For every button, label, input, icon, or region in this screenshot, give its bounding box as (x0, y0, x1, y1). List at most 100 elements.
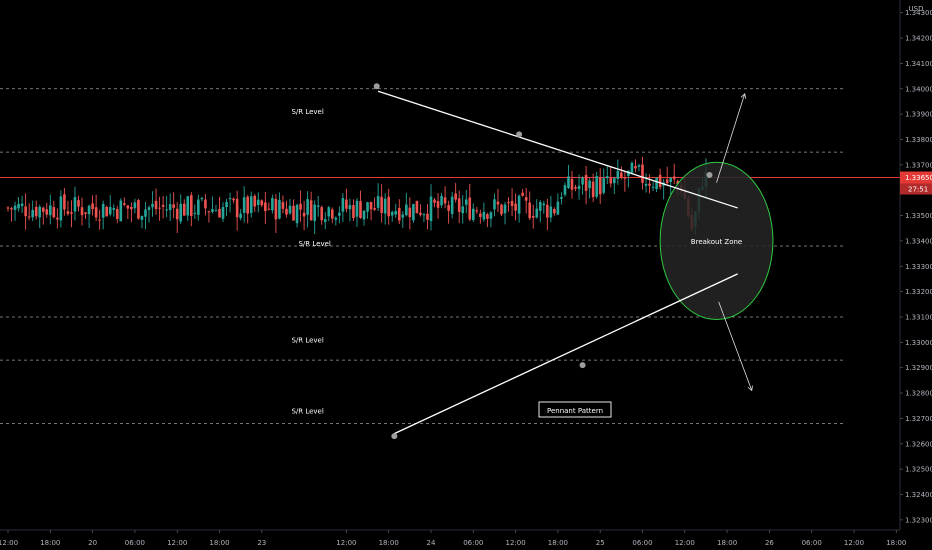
candle-up (313, 204, 316, 221)
candle-down (115, 209, 119, 219)
candle-down (510, 200, 514, 207)
candle-down (24, 206, 27, 217)
candle-down (676, 181, 680, 184)
price-tick-label: 1.33200 (905, 288, 932, 296)
candle-up (119, 200, 123, 222)
candle-down (648, 183, 651, 186)
candle-up (412, 204, 415, 221)
candle-down (507, 202, 510, 204)
candle-up (450, 196, 454, 214)
candle-down (253, 195, 257, 207)
candle-down (218, 208, 221, 218)
candle-up (327, 207, 331, 217)
candle-down (235, 198, 239, 218)
candle-down (436, 201, 440, 208)
candle-up (429, 196, 433, 222)
candle-down (521, 192, 524, 196)
candle-down (419, 212, 422, 215)
candle-down (443, 197, 447, 204)
candle-down (623, 177, 627, 179)
candle-down (584, 174, 588, 191)
candle-down (634, 165, 637, 169)
candle-down (158, 207, 161, 209)
time-tick-label: 18:00 (717, 539, 737, 547)
candle-up (225, 202, 228, 208)
candle-down (105, 206, 108, 217)
price-tick-label: 1.33100 (905, 313, 932, 321)
arrowhead-icon (747, 385, 753, 392)
candle-down (598, 177, 602, 195)
candle-up (549, 206, 553, 218)
candle-up (87, 205, 91, 215)
candle-down (123, 203, 126, 205)
candle-down (98, 219, 101, 221)
price-scale-bg (900, 0, 932, 550)
candle-down (658, 174, 662, 188)
pivot-marker (373, 83, 380, 90)
candle-up (390, 211, 394, 216)
candle-down (369, 201, 373, 210)
time-tick-label: 12:00 (0, 539, 18, 547)
time-tick-label: 18:00 (548, 539, 568, 547)
time-tick-label: 18:00 (209, 539, 229, 547)
candle-up (179, 203, 183, 222)
candle-down (41, 207, 45, 212)
time-tick-label: 06:00 (632, 539, 652, 547)
candle-up (323, 219, 327, 222)
candle-up (13, 205, 17, 210)
candle-down (672, 176, 676, 180)
candle-down (591, 181, 595, 198)
time-tick-label: 20 (88, 539, 97, 547)
candle-down (359, 201, 362, 219)
candle-down (80, 207, 84, 216)
candle-up (20, 203, 24, 207)
candle-up (239, 213, 242, 219)
candle-down (172, 204, 175, 208)
candle-up (214, 210, 218, 212)
candle-up (605, 176, 609, 179)
candle-down (161, 204, 165, 207)
price-tick-label: 1.34300 (905, 9, 932, 17)
candle-down (52, 207, 56, 218)
candle-up (144, 209, 147, 217)
candle-up (271, 198, 274, 211)
candle-up (644, 183, 648, 186)
candle-up (295, 204, 299, 224)
candle-up (211, 209, 214, 212)
candle-up (221, 207, 225, 219)
candle-up (101, 203, 105, 218)
candle-down (27, 216, 31, 218)
candle-up (242, 197, 246, 213)
price-tick-label: 1.34000 (905, 85, 932, 93)
pennant-label-box (538, 401, 612, 418)
candle-down (500, 204, 503, 215)
candle-up (401, 214, 405, 218)
candle-down (285, 208, 288, 215)
candle-down (373, 208, 376, 210)
candle-down (34, 206, 38, 217)
candle-down (292, 205, 295, 221)
candle-down (66, 211, 70, 214)
time-tick-label: 18:00 (886, 539, 906, 547)
candle-down (94, 207, 98, 218)
candle-up (595, 175, 598, 197)
candle-down (380, 196, 383, 213)
candle-down (126, 205, 130, 209)
time-tick-label: 26 (765, 539, 774, 547)
candle-down (154, 200, 158, 209)
candle-down (207, 211, 211, 213)
candle-up (366, 202, 369, 212)
arrowhead-icon (740, 93, 747, 99)
candle-down (302, 212, 306, 217)
candle-up (316, 205, 320, 207)
candle-up (577, 185, 581, 190)
candle-down (246, 196, 249, 214)
time-tick-label: 24 (427, 539, 436, 547)
candle-down (204, 199, 207, 209)
candle-up (556, 201, 560, 215)
price-tick-label: 1.34100 (905, 60, 932, 68)
candle-up (338, 212, 341, 216)
candle-up (567, 176, 570, 188)
